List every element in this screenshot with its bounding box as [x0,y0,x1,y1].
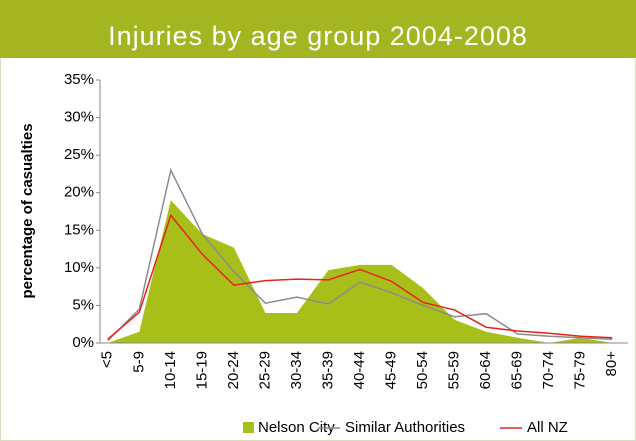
area [107,200,613,343]
x-tick-label: 45-49 [382,351,399,389]
chart-title: Injuries by age group 2004-2008 [108,21,528,51]
x-tick-label: 75-79 [572,351,589,389]
legend-label: All NZ [527,419,568,436]
legend-label: Nelson City [258,419,335,436]
x-tick-label: 25-29 [256,351,273,389]
legend-swatch [243,422,254,433]
legend-label: Similar Authorities [345,419,465,436]
x-tick-label: 40-44 [351,351,368,389]
x-tick-label: <5 [99,351,116,368]
y-tick-label: 25% [64,146,94,163]
x-tick-label: 60-64 [477,351,494,389]
x-tick-label: 80+ [603,351,620,377]
y-tick-label: 0% [72,334,94,351]
y-tick-label: 20% [64,184,94,201]
y-tick-label: 5% [72,296,94,313]
x-tick-label: 10-14 [162,351,179,389]
title-banner [0,0,636,58]
y-tick-label: 10% [64,259,94,276]
x-tick-label: 50-54 [414,351,431,389]
line [107,167,613,342]
y-tick-label: 15% [64,221,94,238]
x-tick-label: 35-39 [319,351,336,389]
x-tick-label: 70-74 [540,351,557,389]
y-tick-label: 35% [64,71,94,88]
y-tick-label: 30% [64,109,94,126]
x-tick-label: 65-69 [509,351,526,389]
line [107,213,613,340]
x-tick-label: 5-9 [130,351,147,373]
y-axis-label: percentage of casualties [19,123,36,298]
x-tick-label: 55-59 [446,351,463,389]
x-tick-label: 20-24 [225,351,242,389]
x-tick-label: 30-34 [288,351,305,389]
x-tick-label: 15-19 [193,351,210,389]
